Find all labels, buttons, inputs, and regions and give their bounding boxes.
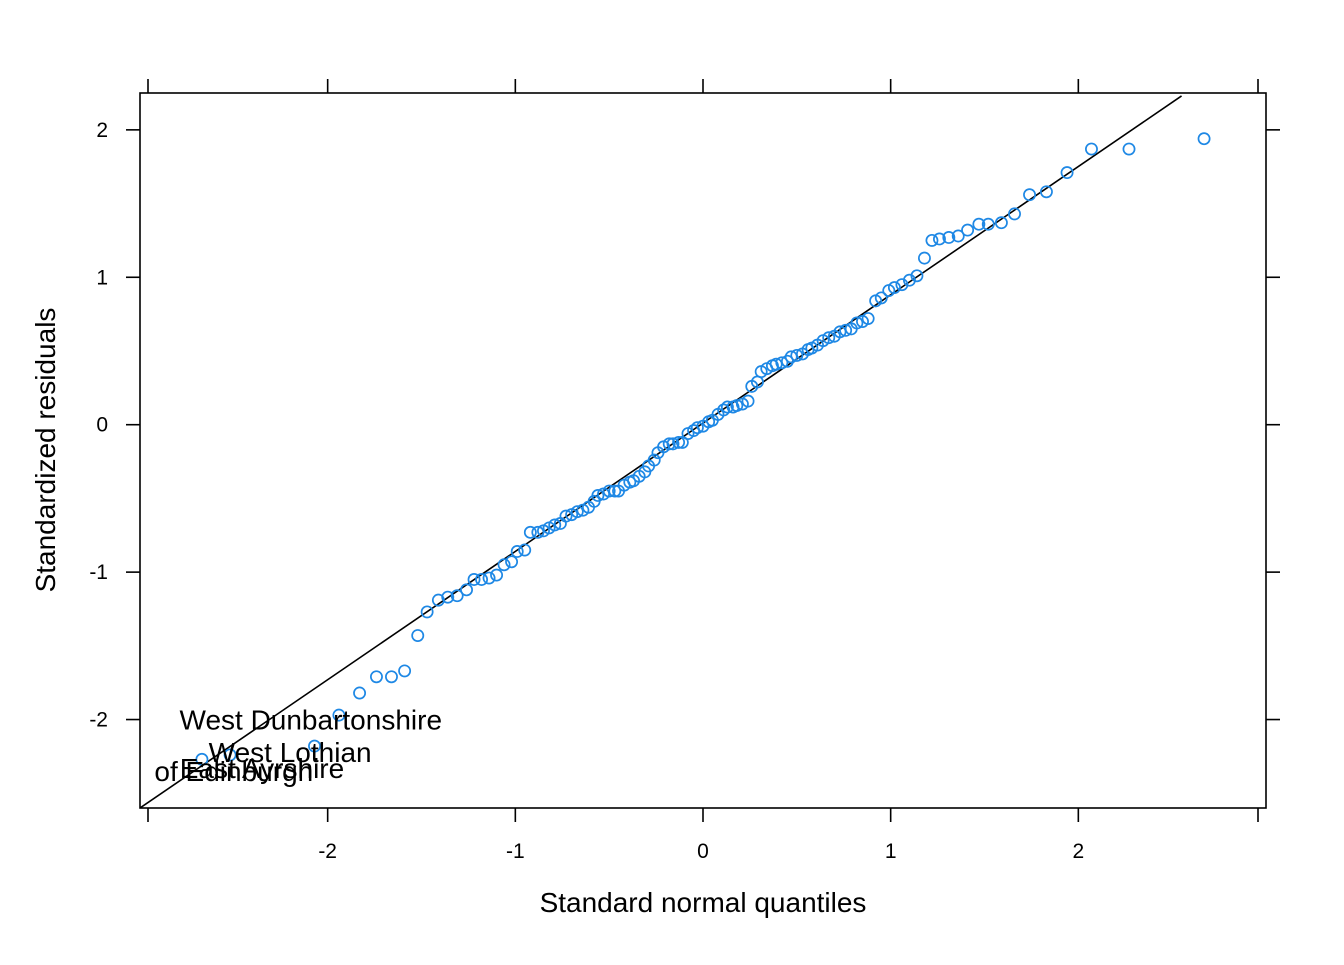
data-point xyxy=(195,752,209,766)
data-point xyxy=(741,394,755,408)
data-point xyxy=(647,453,661,467)
data-point xyxy=(523,525,537,539)
points-layer xyxy=(195,132,1211,766)
data-point xyxy=(730,399,744,412)
data-point xyxy=(1122,142,1136,156)
data-point xyxy=(370,670,383,684)
data-point xyxy=(850,316,864,330)
plot-frame xyxy=(139,92,1267,809)
data-point xyxy=(951,229,965,243)
data-point xyxy=(441,590,455,604)
x-tick-label: 1 xyxy=(885,840,897,863)
data-point xyxy=(933,232,946,246)
data-point xyxy=(1008,207,1021,221)
data-point xyxy=(887,281,901,295)
data-point xyxy=(917,251,931,265)
data-point xyxy=(1197,132,1211,146)
tick-labels: -2 -1 0 1 2 -2 -1 0 1 2 xyxy=(89,119,1084,863)
y-tick-label: 2 xyxy=(96,119,108,142)
data-point xyxy=(559,509,573,523)
data-point xyxy=(482,571,496,585)
data-point xyxy=(874,291,888,305)
data-point xyxy=(790,348,804,362)
data-point xyxy=(942,231,956,244)
x-tick-label: 2 xyxy=(1072,840,1084,863)
data-point xyxy=(608,484,622,498)
data-point xyxy=(353,686,367,700)
data-point xyxy=(308,739,321,753)
data-point xyxy=(662,437,676,451)
data-point xyxy=(861,312,875,326)
data-point xyxy=(925,233,939,247)
data-point xyxy=(497,558,511,572)
data-point xyxy=(332,708,346,722)
data-point xyxy=(460,583,473,597)
x-tick-label: 0 xyxy=(697,840,709,863)
data-point xyxy=(910,269,924,283)
data-point xyxy=(672,435,686,449)
y-axis-title: Standardized residuals xyxy=(30,308,61,593)
data-point xyxy=(972,217,986,231)
data-point xyxy=(475,573,489,586)
data-point xyxy=(690,421,704,435)
x-axis-title: Standard normal quantiles xyxy=(540,887,867,918)
data-point xyxy=(994,216,1008,230)
point-annotation: West Lothian xyxy=(209,737,372,768)
data-point xyxy=(981,217,995,231)
data-point xyxy=(1085,142,1098,156)
point-annotation: of Edinburgh xyxy=(154,756,313,787)
data-point xyxy=(518,543,532,557)
data-point xyxy=(1023,188,1036,202)
data-point xyxy=(720,400,734,414)
data-point xyxy=(385,670,398,684)
data-point xyxy=(510,545,524,558)
data-point xyxy=(1060,166,1074,180)
data-point xyxy=(775,356,789,370)
data-point xyxy=(822,331,836,345)
data-point xyxy=(839,323,853,337)
data-point xyxy=(666,437,680,451)
data-point xyxy=(398,664,412,678)
y-tick-label: 1 xyxy=(96,266,108,289)
data-point xyxy=(223,748,237,762)
x-tick-label: -1 xyxy=(506,840,525,863)
data-point xyxy=(570,505,584,519)
data-point xyxy=(548,518,562,532)
y-tick-label: -1 xyxy=(89,561,108,584)
data-point xyxy=(490,568,504,582)
data-point xyxy=(675,435,689,449)
x-tick-label: -2 xyxy=(318,840,337,863)
data-point xyxy=(531,525,545,539)
data-point xyxy=(505,555,519,569)
data-point xyxy=(961,223,975,237)
data-point xyxy=(411,629,425,642)
point-annotation: West Dunbartonshire xyxy=(180,705,443,736)
y-tick-label: 0 xyxy=(96,414,108,437)
data-point xyxy=(591,489,605,502)
data-point xyxy=(420,605,434,619)
data-point xyxy=(450,589,464,603)
y-tick-label: -2 xyxy=(89,709,108,732)
data-point xyxy=(467,573,481,586)
data-point xyxy=(602,484,616,498)
point-annotation: East Ayrshire xyxy=(180,753,344,784)
ticks xyxy=(126,79,1280,822)
data-point xyxy=(1039,185,1053,199)
